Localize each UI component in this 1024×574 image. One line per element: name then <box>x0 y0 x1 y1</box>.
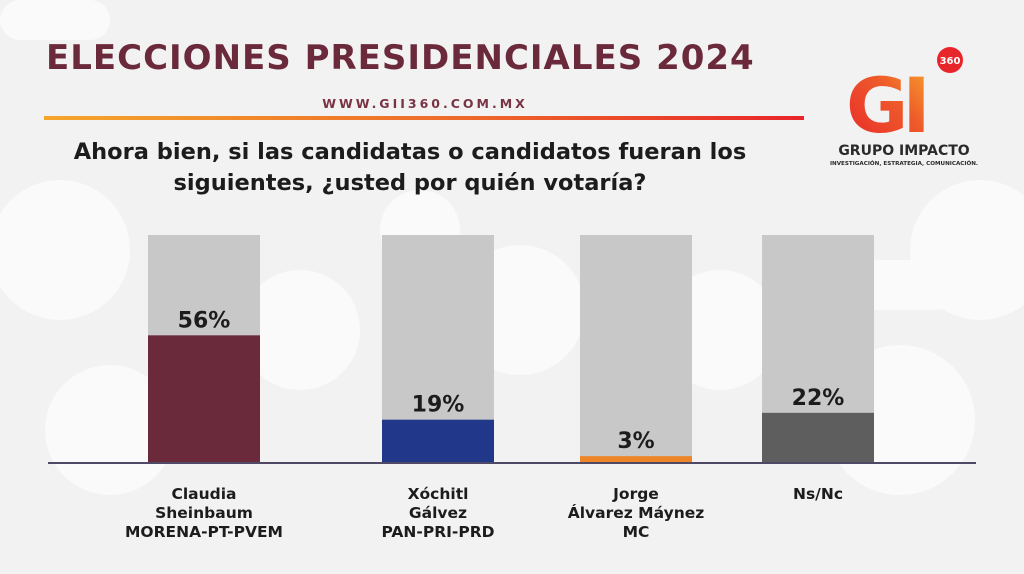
data-label: 3% <box>617 429 654 454</box>
category-label: Ns/Nc <box>793 485 843 503</box>
bar <box>580 456 692 463</box>
category-label: Gálvez <box>409 504 467 522</box>
category-label: Jorge <box>612 485 659 503</box>
survey-question: Ahora bien, si las candidatas o candidat… <box>73 139 747 196</box>
accent-divider <box>44 116 804 120</box>
logo-badge: 360 <box>940 56 961 67</box>
category-label: Claudia <box>171 485 236 503</box>
bar-track <box>580 235 692 463</box>
logo-badge-circle <box>937 47 963 73</box>
data-label: 22% <box>792 386 845 411</box>
category-label: Sheinbaum <box>155 504 253 522</box>
category-label: MORENA-PT-PVEM <box>125 523 283 541</box>
bar <box>762 412 874 463</box>
grupo-impacto-logo: GI 360 <box>846 47 963 150</box>
data-label: 19% <box>412 393 465 418</box>
bar <box>148 335 260 463</box>
category-label: PAN-PRI-PRD <box>382 523 495 541</box>
data-label: 56% <box>178 308 231 333</box>
website-url: WWW.GII360.COM.MX <box>322 96 528 111</box>
logo-mark: GI <box>846 61 925 150</box>
bar <box>382 419 494 463</box>
logo-tagline: INVESTIGACIÓN, ESTRATEGIA, COMUNICACIÓN. <box>829 161 979 167</box>
logo-company-name: GRUPO IMPACTO <box>838 143 970 159</box>
category-label: MC <box>623 523 650 541</box>
category-label: Álvarez Máynez <box>568 503 705 522</box>
page-title: ELECCIONES PRESIDENCIALES 2024 <box>46 38 755 78</box>
category-label: Xóchitl <box>408 485 469 503</box>
